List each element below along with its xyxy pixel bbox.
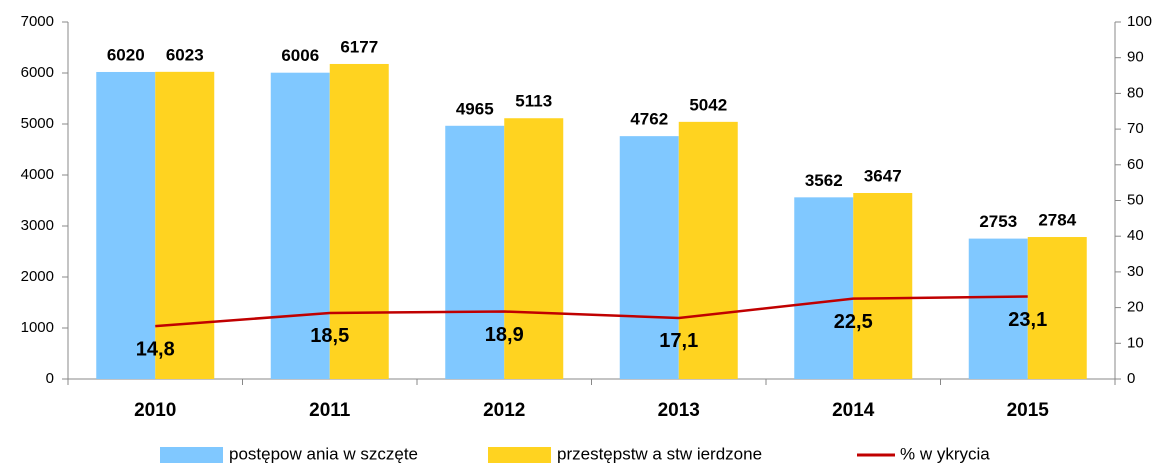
bar-label: 5113 xyxy=(515,92,552,111)
y-tick-label: 3000 xyxy=(21,217,54,234)
y2-tick-label: 50 xyxy=(1127,191,1144,208)
line-label: 17,1 xyxy=(659,330,698,352)
bar xyxy=(794,197,854,379)
x-tick-label: 2011 xyxy=(309,400,351,421)
y2-tick-label: 70 xyxy=(1127,120,1144,137)
bar-label: 2753 xyxy=(979,212,1017,231)
y2-tick-label: 30 xyxy=(1127,263,1144,280)
bar-label: 6006 xyxy=(281,46,319,65)
line-label: 22,5 xyxy=(834,311,873,333)
y-tick-label: 1000 xyxy=(21,319,54,336)
x-tick-label: 2013 xyxy=(658,400,700,421)
bar xyxy=(968,238,1028,379)
y2-tick-label: 0 xyxy=(1127,370,1135,387)
legend-label: przestępstw a stw ierdzone xyxy=(557,444,762,463)
y-tick-label: 6000 xyxy=(21,64,54,81)
y2-tick-label: 90 xyxy=(1127,49,1144,66)
bar xyxy=(619,136,679,379)
bar-label: 4965 xyxy=(456,99,494,118)
line xyxy=(155,295,1028,328)
bar-label: 6023 xyxy=(166,45,204,64)
y-tick-label: 2000 xyxy=(21,268,54,285)
line-label: 14,8 xyxy=(136,338,175,360)
bar xyxy=(678,121,738,379)
x-tick-label: 2015 xyxy=(1007,400,1050,421)
bar-label: 3562 xyxy=(805,171,843,190)
bar xyxy=(329,63,389,380)
bar-label: 6177 xyxy=(340,37,378,56)
y2-tick-label: 10 xyxy=(1127,334,1144,351)
bar-label: 4762 xyxy=(630,110,668,129)
bar-label: 2784 xyxy=(1038,211,1076,230)
line-label: 18,9 xyxy=(485,324,524,346)
y2-tick-label: 20 xyxy=(1127,299,1144,316)
legend-swatch xyxy=(160,447,223,463)
bar-label: 3647 xyxy=(864,166,902,185)
bar xyxy=(445,125,505,379)
y-tick-label: 4000 xyxy=(21,166,54,183)
y-tick-label: 0 xyxy=(46,370,54,387)
bar xyxy=(853,193,913,379)
x-tick-label: 2010 xyxy=(134,400,176,421)
y2-tick-label: 60 xyxy=(1127,156,1144,173)
y2-tick-label: 80 xyxy=(1127,84,1144,101)
y2-tick-label: 40 xyxy=(1127,227,1144,244)
bar-label: 6020 xyxy=(107,45,145,64)
legend-label: % w ykrycia xyxy=(900,444,990,463)
bar xyxy=(96,71,156,379)
y2-tick-label: 100 xyxy=(1127,13,1152,30)
x-tick-label: 2012 xyxy=(483,400,525,421)
bar xyxy=(504,118,564,379)
x-tick-label: 2014 xyxy=(832,400,875,421)
line-label: 23,1 xyxy=(1008,309,1047,331)
y-tick-label: 5000 xyxy=(21,115,54,132)
line-label: 18,5 xyxy=(310,325,349,347)
y-tick-label: 7000 xyxy=(21,13,54,30)
bar xyxy=(1027,237,1087,379)
bar xyxy=(155,71,215,380)
bar xyxy=(270,72,330,379)
legend-swatch xyxy=(488,447,551,463)
legend-label: postępow ania w szczęte xyxy=(229,444,418,463)
bar-label: 5042 xyxy=(689,95,727,114)
